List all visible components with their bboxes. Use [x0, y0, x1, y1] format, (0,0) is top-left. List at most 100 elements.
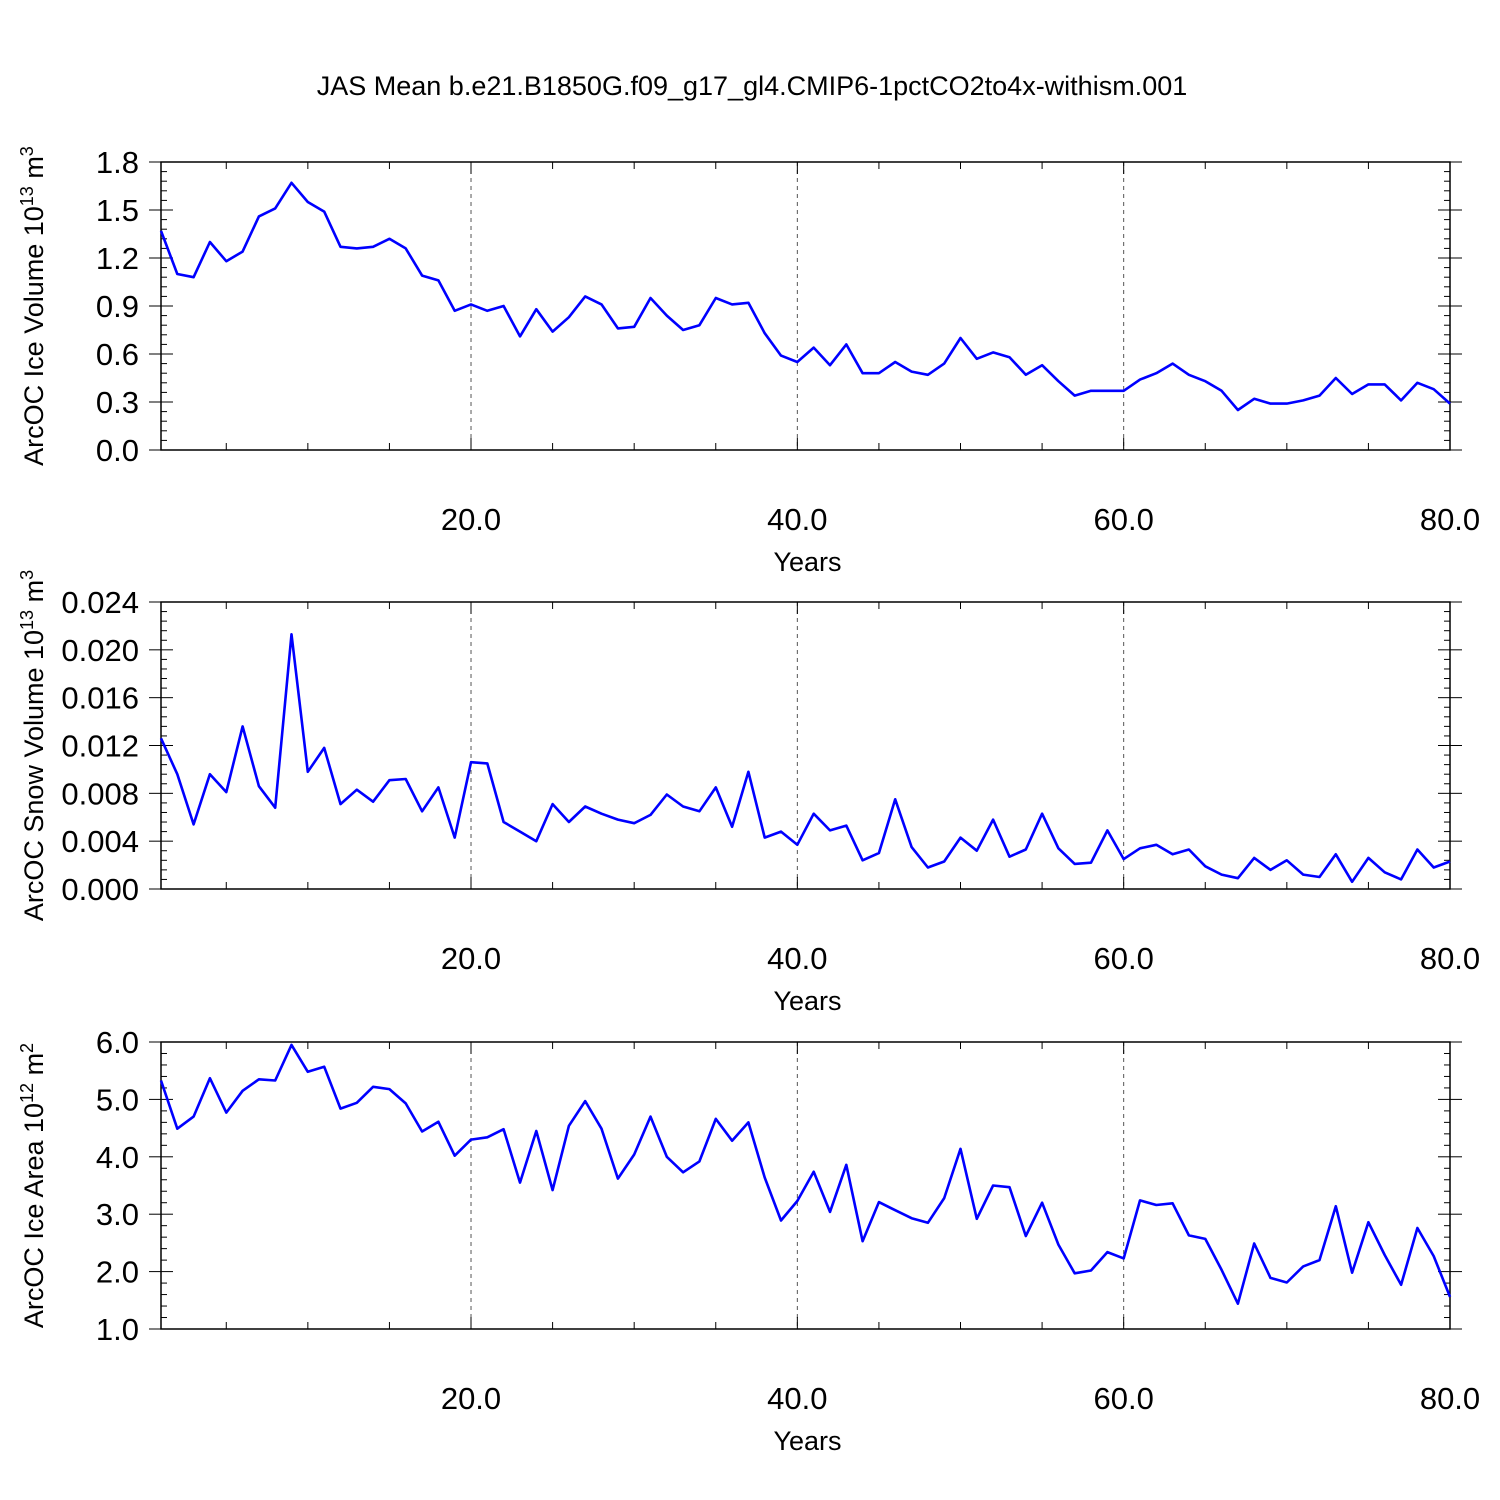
data-point: [307, 1071, 309, 1073]
data-point: [682, 329, 684, 331]
data-point: [1008, 856, 1010, 858]
y-tick-label: 1.0: [96, 1312, 139, 1347]
plot-frame: [160, 1041, 1451, 1330]
data-point: [502, 305, 504, 307]
data-point: [747, 302, 749, 304]
data-point: [1449, 1296, 1451, 1298]
data-point: [649, 814, 651, 816]
data-point: [1253, 1242, 1255, 1244]
y-axis-label: ArcOC Snow Volume 1013 m3: [17, 570, 49, 921]
data-point: [959, 1148, 961, 1150]
x-tick-label: 20.0: [441, 1381, 501, 1416]
data-point: [421, 810, 423, 812]
data-point: [633, 1153, 635, 1155]
y-tick-label: 0.024: [61, 585, 139, 620]
data-point: [812, 812, 814, 814]
data-point: [600, 303, 602, 305]
data-point: [470, 761, 472, 763]
data-point: [1367, 1221, 1369, 1223]
data-point: [715, 786, 717, 788]
data-point: [894, 798, 896, 800]
data-point: [731, 303, 733, 305]
x-tick-label: 80.0: [1420, 502, 1480, 537]
data-point: [1351, 1272, 1353, 1274]
data-point: [910, 846, 912, 848]
data-point: [976, 1218, 978, 1220]
data-point: [209, 1077, 211, 1079]
data-point: [307, 771, 309, 773]
data-point: [894, 361, 896, 363]
data-point: [1057, 847, 1059, 849]
data-point: [1367, 383, 1369, 385]
data-point: [764, 332, 766, 334]
x-tick-label: 40.0: [767, 502, 827, 537]
y-tick-label: 0.004: [61, 824, 139, 859]
data-point: [290, 1044, 292, 1046]
data-point: [764, 836, 766, 838]
data-point: [959, 836, 961, 838]
y-tick-label: 0.016: [61, 681, 139, 716]
data-point: [584, 295, 586, 297]
data-point: [437, 1121, 439, 1123]
data-point: [617, 818, 619, 820]
data-point: [225, 791, 227, 793]
data-point: [812, 346, 814, 348]
data-point: [372, 246, 374, 248]
data-point: [1269, 869, 1271, 871]
data-point: [453, 836, 455, 838]
data-point: [845, 824, 847, 826]
x-tick-label: 40.0: [767, 1381, 827, 1416]
data-point: [1025, 1235, 1027, 1237]
x-tick-label: 60.0: [1093, 1381, 1153, 1416]
data-point: [1220, 390, 1222, 392]
data-point: [845, 1164, 847, 1166]
data-point: [1106, 390, 1108, 392]
data-point: [290, 182, 292, 184]
x-tick-label: 20.0: [441, 502, 501, 537]
data-point: [1122, 390, 1124, 392]
data-point: [176, 273, 178, 275]
data-point: [894, 1209, 896, 1211]
y-tick-label: 1.2: [96, 241, 139, 276]
data-point: [780, 1219, 782, 1221]
data-point: [1432, 866, 1434, 868]
data-point: [617, 1177, 619, 1179]
data-point: [927, 374, 929, 376]
data-point: [1400, 878, 1402, 880]
data-point: [356, 789, 358, 791]
data-point: [1253, 398, 1255, 400]
data-point: [780, 354, 782, 356]
x-tick-label: 80.0: [1420, 941, 1480, 976]
data-point: [274, 806, 276, 808]
data-point: [764, 1176, 766, 1178]
data-point: [1122, 1257, 1124, 1259]
data-point: [502, 1128, 504, 1130]
data-point: [192, 823, 194, 825]
data-point: [1204, 380, 1206, 382]
data-point: [421, 1130, 423, 1132]
data-point: [649, 297, 651, 299]
y-tick-label: 1.8: [96, 145, 139, 180]
data-point: [829, 364, 831, 366]
data-point: [388, 238, 390, 240]
data-point: [649, 1115, 651, 1117]
data-point: [209, 241, 211, 243]
data-point: [551, 803, 553, 805]
data-point: [160, 1079, 162, 1081]
y-tick-label: 2.0: [96, 1255, 139, 1290]
data-point: [160, 230, 162, 232]
data-point: [1432, 1255, 1434, 1257]
data-point: [258, 785, 260, 787]
data-point: [486, 310, 488, 312]
data-point: [290, 633, 292, 635]
data-point: [1416, 1227, 1418, 1229]
data-point: [323, 747, 325, 749]
data-point: [617, 327, 619, 329]
series-line-2: [159, 632, 1451, 884]
data-point: [1139, 1199, 1141, 1201]
data-point: [992, 351, 994, 353]
data-point: [796, 1200, 798, 1202]
data-point: [1155, 1204, 1157, 1206]
data-point: [1269, 1277, 1271, 1279]
data-point: [1318, 876, 1320, 878]
